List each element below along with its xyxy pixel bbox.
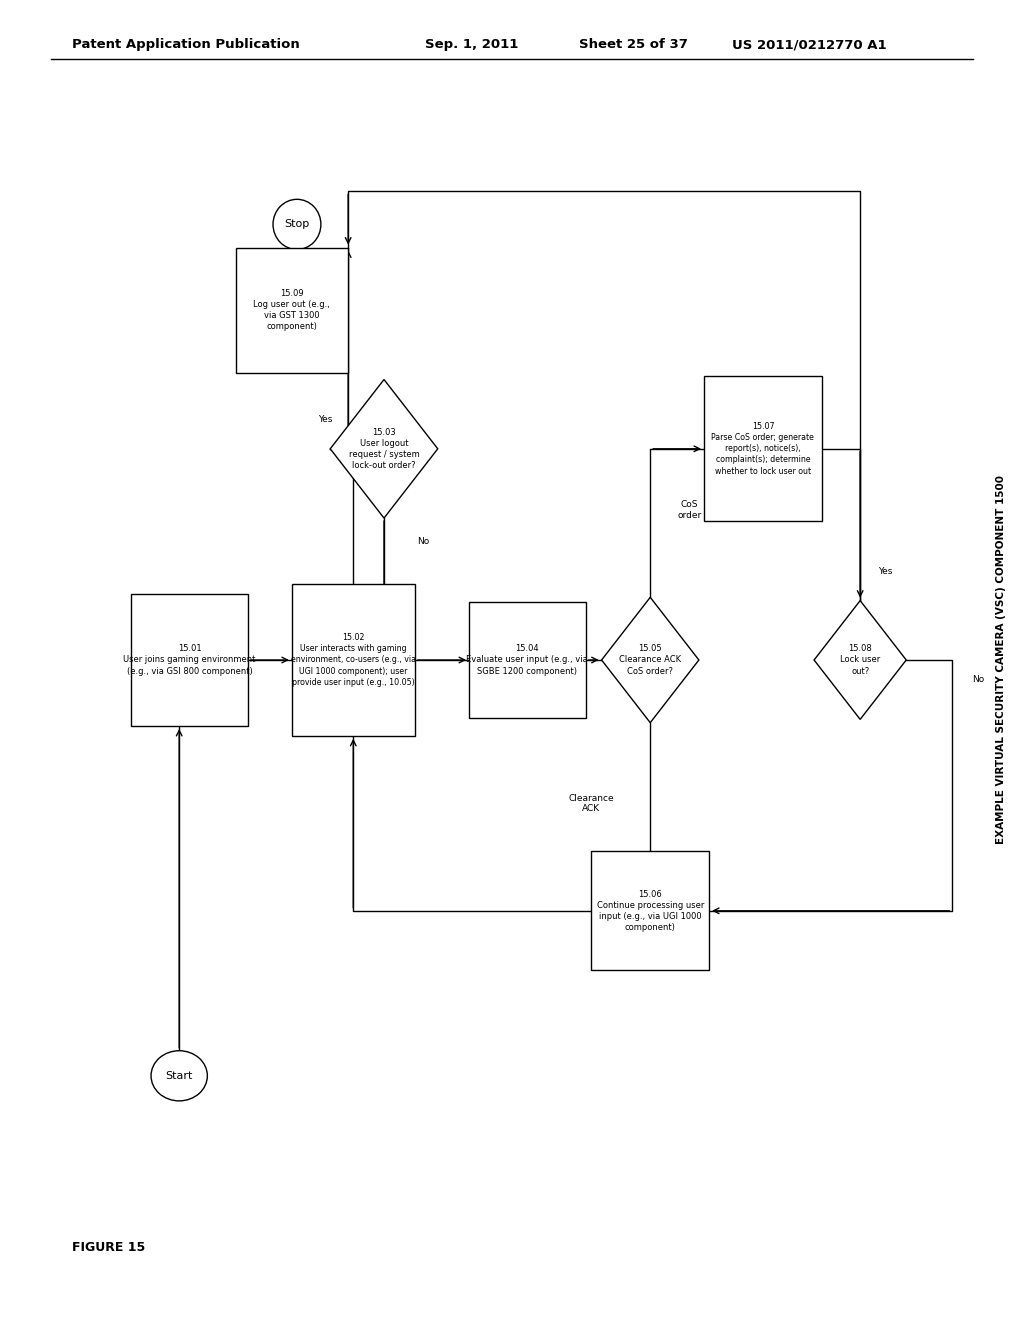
- Text: Patent Application Publication: Patent Application Publication: [72, 38, 299, 51]
- Text: Stop: Stop: [285, 219, 309, 230]
- Text: US 2011/0212770 A1: US 2011/0212770 A1: [732, 38, 887, 51]
- FancyBboxPatch shape: [705, 376, 821, 521]
- Text: 15.06
Continue processing user
input (e.g., via UGI 1000
component): 15.06 Continue processing user input (e.…: [597, 890, 703, 932]
- Polygon shape: [330, 380, 438, 517]
- FancyBboxPatch shape: [292, 583, 415, 737]
- Text: 15.03
User logout
request / system
lock-out order?: 15.03 User logout request / system lock-…: [348, 428, 420, 470]
- Text: Yes: Yes: [879, 568, 893, 576]
- Text: 15.08
Lock user
out?: 15.08 Lock user out?: [840, 644, 881, 676]
- Text: No: No: [417, 537, 429, 546]
- Text: 15.09
Log user out (e.g.,
via GST 1300
component): 15.09 Log user out (e.g., via GST 1300 c…: [253, 289, 331, 331]
- Text: 15.05
Clearance ACK
CoS order?: 15.05 Clearance ACK CoS order?: [620, 644, 681, 676]
- Text: EXAMPLE VIRTUAL SECURITY CAMERA (VSC) COMPONENT 1500: EXAMPLE VIRTUAL SECURITY CAMERA (VSC) CO…: [996, 475, 1007, 845]
- Text: Start: Start: [166, 1071, 193, 1081]
- Text: 15.07
Parse CoS order; generate
report(s), notice(s),
complaint(s); determine
wh: 15.07 Parse CoS order; generate report(s…: [712, 422, 814, 475]
- Text: No: No: [972, 676, 984, 684]
- Text: CoS
order: CoS order: [677, 500, 701, 520]
- Polygon shape: [814, 601, 906, 719]
- Text: Sep. 1, 2011: Sep. 1, 2011: [425, 38, 518, 51]
- Polygon shape: [602, 597, 698, 722]
- Text: Sheet 25 of 37: Sheet 25 of 37: [579, 38, 687, 51]
- FancyBboxPatch shape: [592, 851, 709, 970]
- Text: 15.04
Evaluate user input (e.g., via
SGBE 1200 component): 15.04 Evaluate user input (e.g., via SGB…: [467, 644, 588, 676]
- Text: 15.02
User interacts with gaming
environment, co-users (e.g., via
UGI 1000 compo: 15.02 User interacts with gaming environ…: [291, 634, 416, 686]
- Ellipse shape: [152, 1051, 207, 1101]
- FancyBboxPatch shape: [236, 248, 348, 372]
- Text: FIGURE 15: FIGURE 15: [72, 1241, 145, 1254]
- Text: 15.01
User joins gaming environment
(e.g., via GSI 800 component): 15.01 User joins gaming environment (e.g…: [123, 644, 256, 676]
- FancyBboxPatch shape: [131, 594, 248, 726]
- FancyBboxPatch shape: [469, 602, 586, 718]
- Text: Clearance
ACK: Clearance ACK: [568, 793, 613, 813]
- Text: Yes: Yes: [317, 416, 333, 424]
- Ellipse shape: [273, 199, 321, 249]
